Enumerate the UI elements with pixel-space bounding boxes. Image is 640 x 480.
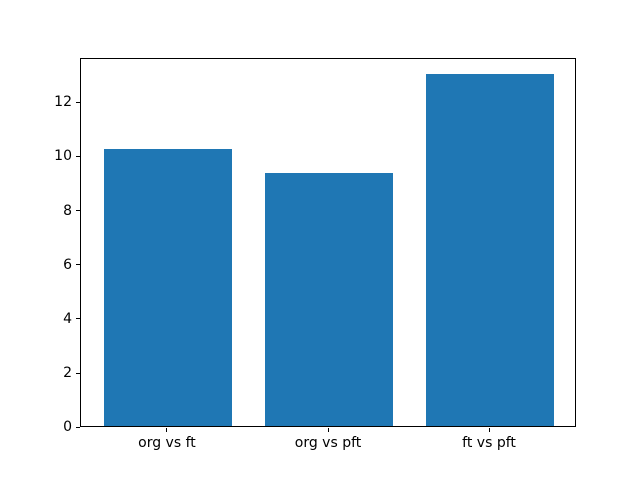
bar-org-vs-pft (264, 173, 394, 427)
bar-ft-vs-pft (425, 74, 555, 427)
x-tick-mark-ft-vs-pft (488, 427, 490, 432)
y-tick-label-6: 6 (63, 256, 72, 273)
y-tick-label-8: 8 (63, 202, 72, 219)
y-tick-label-2: 2 (63, 365, 72, 382)
plot-area (80, 57, 576, 428)
y-tick-mark-2 (75, 372, 80, 374)
y-tick-mark-6 (75, 264, 80, 266)
x-tick-mark-org-vs-ft (166, 427, 168, 432)
y-tick-mark-12 (75, 101, 80, 103)
y-tick-label-4: 4 (63, 310, 72, 327)
x-tick-label-org-vs-ft: org vs ft (138, 435, 196, 452)
y-tick-label-0: 0 (63, 419, 72, 436)
y-tick-mark-4 (75, 318, 80, 320)
x-tick-label-ft-vs-pft: ft vs pft (462, 435, 516, 452)
y-tick-mark-8 (75, 210, 80, 212)
y-tick-label-10: 10 (54, 148, 72, 165)
x-tick-label-org-vs-pft: org vs pft (294, 435, 362, 452)
y-tick-label-12: 12 (54, 94, 72, 111)
bar-org-vs-ft (103, 148, 233, 427)
x-tick-mark-org-vs-pft (327, 427, 329, 432)
y-tick-mark-10 (75, 155, 80, 157)
y-tick-mark-0 (75, 426, 80, 428)
